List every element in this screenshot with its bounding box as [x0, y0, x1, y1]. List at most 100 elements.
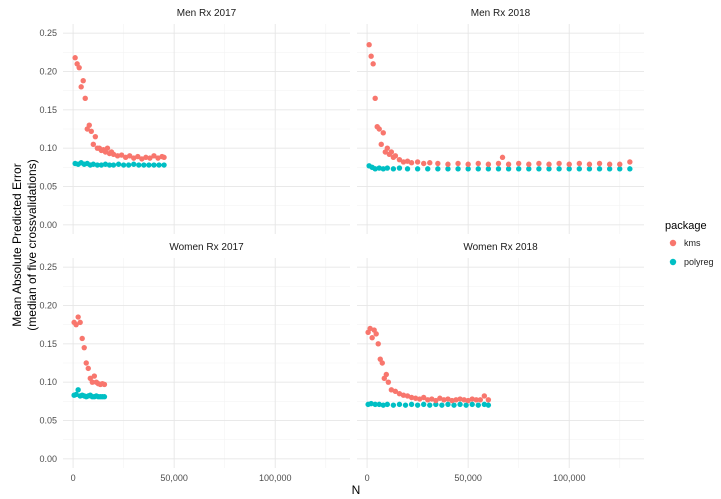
data-point-kms — [75, 314, 81, 320]
data-point-polyreg — [414, 166, 421, 172]
y-tick-label: 0.10 — [39, 143, 57, 153]
data-point-kms — [147, 155, 153, 161]
data-point-polyreg — [94, 162, 101, 168]
y-tick-label: 0.20 — [39, 67, 57, 77]
data-point-polyreg — [380, 166, 386, 172]
data-point-kms — [473, 397, 479, 403]
data-point-kms — [400, 392, 407, 398]
facet-panel: Women Rx 2017 0.00 0.05 0.10 0.15 0.20 0.25 0 50… — [39, 242, 350, 483]
data-point-polyreg — [566, 166, 572, 172]
data-point-kms — [499, 154, 506, 161]
data-point-kms — [420, 394, 427, 401]
data-point-kms — [151, 153, 157, 159]
data-point-kms — [461, 397, 467, 403]
data-point-kms — [425, 397, 431, 403]
data-point-kms — [79, 335, 85, 342]
data-point-kms — [380, 130, 386, 136]
data-point-polyreg — [141, 162, 147, 168]
data-point-polyreg — [131, 161, 137, 167]
data-point-polyreg — [586, 166, 593, 172]
data-point-kms — [536, 160, 542, 167]
data-point-kms — [412, 395, 419, 401]
data-point-kms — [118, 152, 125, 158]
data-point-kms — [427, 160, 433, 166]
data-point-kms — [143, 154, 149, 161]
data-point-kms — [556, 160, 562, 167]
data-point-kms — [475, 160, 481, 167]
y-tick-label: 0.25 — [39, 28, 57, 38]
y-tick-label: 0.15 — [39, 339, 57, 349]
data-point-kms — [420, 160, 427, 167]
data-point-kms — [445, 161, 451, 167]
data-point-kms — [383, 371, 390, 378]
data-point-kms — [455, 160, 461, 167]
x-tick-label: 100,000 — [259, 473, 292, 483]
data-point-kms — [83, 360, 89, 366]
data-point-kms — [379, 360, 385, 366]
data-point-polyreg — [402, 402, 409, 408]
data-point-kms — [546, 161, 552, 167]
data-point-kms — [408, 160, 415, 166]
data-point-kms — [161, 154, 167, 161]
data-point-kms — [396, 156, 403, 163]
data-point-kms — [586, 161, 593, 167]
data-point-kms — [392, 388, 399, 395]
data-point-polyreg — [481, 401, 488, 408]
y-tick-label: 0.00 — [39, 220, 57, 230]
data-point-polyreg — [98, 162, 105, 168]
data-point-kms — [526, 161, 532, 167]
y-tick-label: 0.25 — [39, 262, 57, 272]
data-point-polyreg — [485, 402, 492, 408]
legend: package kms polyreg — [665, 220, 714, 267]
data-point-polyreg — [156, 162, 162, 168]
data-point-kms — [414, 159, 421, 165]
data-point-kms — [88, 128, 94, 134]
data-point-polyreg — [445, 401, 451, 408]
data-point-kms — [469, 396, 475, 402]
data-point-kms — [104, 145, 111, 151]
data-point-kms — [392, 153, 399, 159]
data-point-polyreg — [368, 400, 374, 407]
facet-title: Men Rx 2018 — [471, 8, 531, 19]
y-tick-label: 0.00 — [39, 454, 57, 464]
data-point-polyreg — [390, 166, 397, 172]
data-point-kms — [126, 153, 133, 159]
facet-title: Women Rx 2018 — [463, 242, 538, 253]
data-point-kms — [366, 41, 372, 48]
data-point-kms — [449, 397, 455, 404]
y-axis-title: Mean Absolute Predicted Error — [10, 163, 24, 326]
data-point-polyreg — [414, 402, 421, 408]
data-point-kms — [92, 133, 99, 140]
data-point-polyreg — [465, 166, 471, 172]
data-point-polyreg — [451, 402, 457, 408]
data-point-polyreg — [536, 166, 542, 172]
data-point-kms — [596, 160, 603, 167]
data-point-kms — [465, 161, 471, 167]
data-point-polyreg — [106, 162, 113, 168]
y-tick-label: 0.05 — [39, 415, 57, 425]
data-point-kms — [388, 149, 395, 155]
data-point-polyreg — [427, 402, 433, 408]
x-tick-label: 50,000 — [454, 473, 482, 483]
data-point-polyreg — [384, 401, 391, 408]
data-point-polyreg — [515, 166, 522, 172]
data-point-kms — [72, 55, 78, 61]
data-point-polyreg — [469, 401, 475, 408]
data-point-polyreg — [120, 162, 127, 168]
data-point-kms — [485, 161, 492, 167]
data-point-polyreg — [475, 166, 481, 172]
data-point-polyreg — [433, 401, 439, 408]
y-tick-label: 0.20 — [39, 301, 57, 311]
data-point-polyreg — [475, 402, 481, 408]
y-axis-subtitle: (median of five crossvalidations) — [25, 159, 39, 330]
y-tick-label: 0.05 — [39, 181, 57, 191]
data-point-polyreg — [495, 166, 502, 172]
data-point-kms — [101, 381, 108, 388]
data-point-kms — [370, 61, 376, 67]
data-point-polyreg — [102, 161, 109, 167]
data-point-polyreg — [435, 166, 441, 172]
data-point-polyreg — [420, 401, 427, 408]
data-point-kms — [86, 122, 92, 128]
